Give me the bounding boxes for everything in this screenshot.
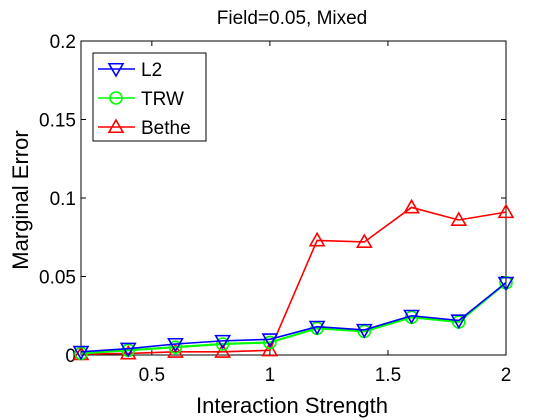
- data-point-l2: [308, 320, 326, 336]
- data-point-bethe: [497, 203, 515, 219]
- series-line-trw: [80, 281, 507, 355]
- data-point-l2: [497, 276, 515, 292]
- data-point-bethe: [308, 231, 326, 247]
- data-point-l2: [72, 345, 90, 361]
- data-point-l2: [450, 314, 468, 330]
- data-point-trw: [168, 340, 183, 354]
- data-point-trw: [215, 337, 230, 351]
- x-axis-label: Interaction Strength: [196, 393, 388, 418]
- legend-label-bethe: Bethe: [141, 118, 191, 139]
- data-point-l2: [167, 337, 184, 353]
- data-point-bethe: [167, 343, 184, 358]
- data-point-bethe: [261, 341, 279, 357]
- y-tick-label: 0.1: [50, 189, 76, 210]
- y-tick-label: 0.15: [39, 111, 76, 132]
- legend: L2 TRW Bethe: [92, 52, 207, 142]
- data-point-bethe: [450, 211, 468, 227]
- data-point-bethe: [214, 343, 232, 358]
- x-tick-label: 1.5: [375, 365, 401, 386]
- legend-marker-l2: [107, 62, 125, 78]
- y-tick-label: 0: [65, 346, 76, 367]
- data-point-l2: [214, 334, 232, 350]
- x-tick-label: 2: [501, 365, 512, 386]
- data-point-l2: [119, 342, 137, 358]
- data-point-l2: [355, 323, 373, 339]
- series-line-bethe: [80, 206, 507, 356]
- data-point-trw: [263, 335, 277, 350]
- legend-label-l2: L2: [141, 60, 162, 81]
- y-tick-label: 0.2: [50, 32, 76, 53]
- data-point-l2: [403, 309, 420, 325]
- data-point-l2: [261, 333, 279, 348]
- data-point-bethe: [403, 198, 420, 214]
- data-point-bethe: [355, 233, 373, 249]
- x-tick-label: 0.5: [139, 365, 165, 386]
- legend-marker-bethe: [107, 118, 125, 134]
- x-tick-label: 1: [265, 365, 276, 386]
- series-line-l2: [80, 282, 507, 353]
- data-point-bethe: [119, 344, 137, 360]
- y-tick-label: 0.05: [39, 268, 76, 289]
- y-axis-label: Marginal Error: [8, 130, 33, 269]
- plot-area: 0.5 1 1.5 2 0 0.05 0.1 0.15 0.2: [39, 32, 515, 386]
- legend-label-trw: TRW: [141, 89, 184, 110]
- chart-title: Field=0.05, Mixed: [217, 8, 368, 29]
- legend-marker-trw: [109, 91, 123, 105]
